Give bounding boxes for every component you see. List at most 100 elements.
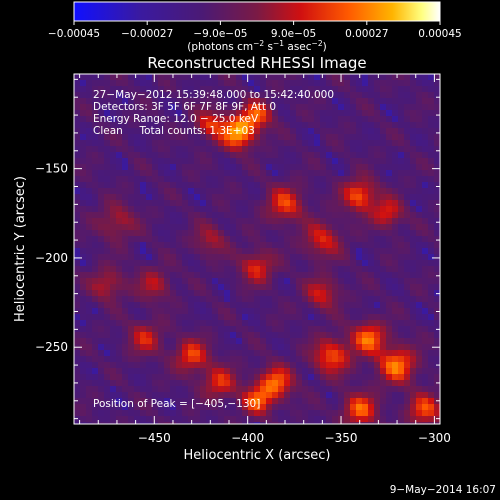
- heatmap-cell: [86, 74, 93, 81]
- heatmap-cell: [200, 128, 207, 135]
- heatmap-cell: [320, 350, 327, 357]
- heatmap-cell: [182, 164, 189, 171]
- heatmap-cell: [344, 362, 351, 369]
- heatmap-cell: [152, 224, 159, 231]
- heatmap-cell: [302, 110, 309, 117]
- heatmap-cell: [194, 236, 201, 243]
- heatmap-cell: [404, 74, 411, 81]
- heatmap-cell: [398, 374, 405, 381]
- heatmap-cell: [116, 218, 123, 225]
- heatmap-cell: [86, 416, 93, 423]
- heatmap-cell: [206, 230, 213, 237]
- heatmap-cell: [416, 116, 423, 123]
- heatmap-cell: [290, 374, 297, 381]
- heatmap-cell: [254, 404, 261, 411]
- heatmap-cell: [374, 416, 381, 423]
- heatmap-cell: [380, 344, 387, 351]
- heatmap-cell: [398, 332, 405, 339]
- heatmap-cell: [422, 308, 429, 315]
- heatmap-cell: [200, 404, 207, 411]
- heatmap-cell: [278, 392, 285, 399]
- heatmap-cell: [146, 404, 153, 411]
- heatmap-cell: [248, 248, 255, 255]
- heatmap-cell: [164, 212, 171, 219]
- heatmap-cell: [86, 302, 93, 309]
- heatmap-cell: [74, 230, 81, 237]
- heatmap-cell: [410, 206, 417, 213]
- heatmap-cell: [320, 176, 327, 183]
- heatmap-cell: [224, 308, 231, 315]
- heatmap-cell: [152, 422, 159, 424]
- heatmap-cell: [122, 152, 129, 159]
- heatmap-cell: [92, 380, 99, 387]
- heatmap-cell: [254, 338, 261, 345]
- heatmap-cell: [122, 218, 129, 225]
- heatmap-cell: [302, 242, 309, 249]
- heatmap-cell: [200, 212, 207, 219]
- heatmap-cell: [398, 380, 405, 387]
- heatmap-cell: [176, 308, 183, 315]
- heatmap-cell: [194, 416, 201, 423]
- heatmap-cell: [212, 248, 219, 255]
- heatmap-cell: [176, 266, 183, 273]
- heatmap-cell: [320, 284, 327, 291]
- heatmap-cell: [74, 104, 81, 111]
- heatmap-cell: [236, 404, 243, 411]
- heatmap-cell: [74, 368, 81, 375]
- heatmap-cell: [224, 302, 231, 309]
- heatmap-cell: [278, 308, 285, 315]
- heatmap-cell: [176, 338, 183, 345]
- heatmap-cell: [392, 422, 399, 424]
- heatmap-cell: [80, 416, 87, 423]
- heatmap-cell: [410, 164, 417, 171]
- heatmap-cell: [326, 368, 333, 375]
- heatmap-cell: [428, 362, 435, 369]
- heatmap-cell: [416, 422, 423, 424]
- heatmap-cell: [422, 368, 429, 375]
- heatmap-cell: [170, 164, 177, 171]
- heatmap-cell: [272, 272, 279, 279]
- heatmap-cell: [206, 194, 213, 201]
- heatmap-cell: [164, 92, 171, 99]
- heatmap-cell: [260, 74, 267, 81]
- heatmap-cell: [368, 128, 375, 135]
- x-tick-label: −400: [231, 431, 264, 445]
- heatmap-cell: [284, 332, 291, 339]
- heatmap-cell: [428, 92, 435, 99]
- heatmap-cell: [242, 152, 249, 159]
- heatmap-cell: [98, 224, 105, 231]
- heatmap-cell: [368, 110, 375, 117]
- heatmap-cell: [224, 110, 231, 117]
- heatmap-cell: [122, 200, 129, 207]
- heatmap-cell: [182, 296, 189, 303]
- heatmap-cell: [368, 368, 375, 375]
- heatmap-cell: [242, 362, 249, 369]
- heatmap-cell: [380, 188, 387, 195]
- heatmap-cell: [224, 290, 231, 297]
- heatmap-cell: [74, 110, 81, 117]
- heatmap-cell: [188, 92, 195, 99]
- heatmap-cell: [200, 122, 207, 129]
- heatmap-cell: [230, 248, 237, 255]
- heatmap-cell: [86, 128, 93, 135]
- heatmap-cell: [194, 422, 201, 424]
- heatmap-cell: [212, 104, 219, 111]
- heatmap-cell: [230, 182, 237, 189]
- heatmap-cell: [140, 158, 147, 165]
- heatmap-cell: [320, 86, 327, 93]
- heatmap-cell: [266, 332, 273, 339]
- heatmap-cell: [266, 236, 273, 243]
- heatmap-cell: [428, 134, 435, 141]
- heatmap-cell: [194, 410, 201, 417]
- heatmap-cell: [104, 188, 111, 195]
- heatmap-cell: [182, 98, 189, 105]
- heatmap-cell: [386, 314, 393, 321]
- heatmap-cell: [80, 224, 87, 231]
- heatmap-cell: [152, 170, 159, 177]
- heatmap-cell: [410, 344, 417, 351]
- heatmap-cell: [212, 296, 219, 303]
- heatmap-cell: [332, 302, 339, 309]
- heatmap-cell: [200, 386, 207, 393]
- heatmap-cell: [170, 302, 177, 309]
- heatmap-cell: [164, 170, 171, 177]
